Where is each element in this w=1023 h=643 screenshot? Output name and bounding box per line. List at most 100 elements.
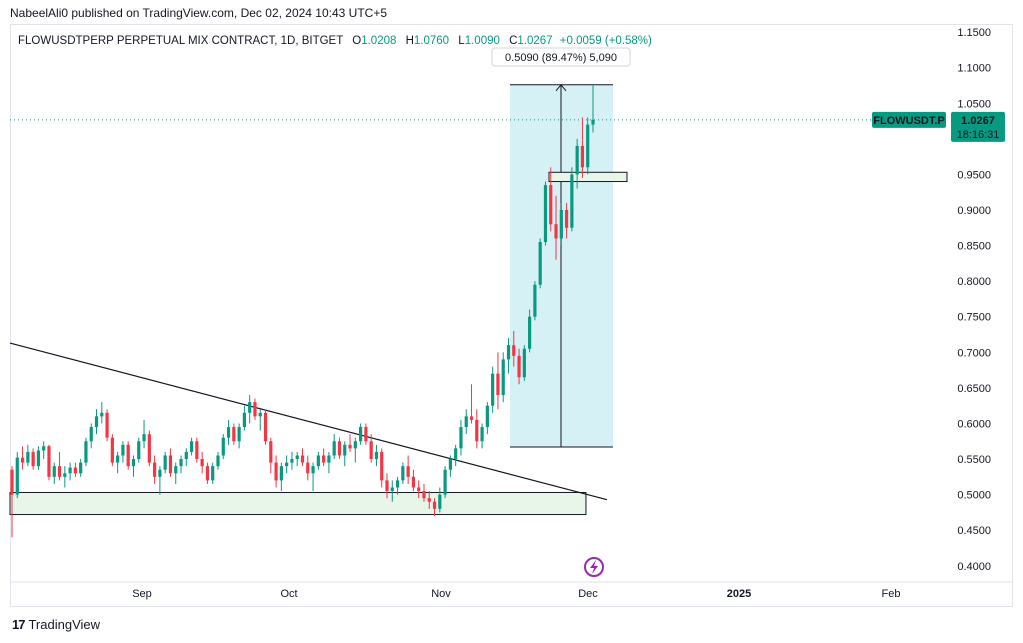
candle-body[interactable] <box>195 441 199 460</box>
candle-body[interactable] <box>63 473 67 477</box>
candle-body[interactable] <box>443 469 447 495</box>
candle-body[interactable] <box>469 416 474 420</box>
candle-body[interactable] <box>52 466 56 477</box>
candle-body[interactable] <box>385 480 389 492</box>
candle-body[interactable] <box>274 462 278 481</box>
candle-body[interactable] <box>189 441 194 452</box>
candle-body[interactable] <box>142 434 146 442</box>
candle-body[interactable] <box>496 373 500 395</box>
candle-body[interactable] <box>174 466 178 474</box>
candle-body[interactable] <box>543 185 548 243</box>
candle-body[interactable] <box>432 501 437 509</box>
candle-body[interactable] <box>68 467 72 474</box>
candle-body[interactable] <box>269 441 273 463</box>
candle-body[interactable] <box>564 210 569 228</box>
price-tag[interactable] <box>951 111 1005 142</box>
candle-body[interactable] <box>380 451 384 481</box>
candle-body[interactable] <box>285 462 289 467</box>
candle-body[interactable] <box>253 402 257 417</box>
candle-body[interactable] <box>263 412 268 442</box>
candle-body[interactable] <box>105 412 109 438</box>
candle-body[interactable] <box>501 359 505 395</box>
candle-body[interactable] <box>417 487 421 492</box>
candle-body[interactable] <box>316 455 320 467</box>
candle-body[interactable] <box>559 210 563 239</box>
candle-body[interactable] <box>359 427 363 442</box>
candle-body[interactable] <box>110 437 114 463</box>
candle-body[interactable] <box>168 455 173 474</box>
candle-body[interactable] <box>295 455 299 460</box>
candle-body[interactable] <box>322 455 326 463</box>
resistance-trendline[interactable] <box>9 342 608 501</box>
candle-body[interactable] <box>306 462 310 474</box>
candle-body[interactable] <box>153 462 157 477</box>
candle-body[interactable] <box>20 457 25 463</box>
symbol-title[interactable]: FLOWUSDTPERP PERPETUAL MIX CONTRACT, 1D,… <box>18 35 344 47</box>
candle-body[interactable] <box>580 145 585 168</box>
candle-body[interactable] <box>591 119 595 125</box>
candle-body[interactable] <box>464 416 468 428</box>
candle-body[interactable] <box>348 444 352 449</box>
candle-body[interactable] <box>10 469 14 495</box>
candle-body[interactable] <box>147 434 151 463</box>
candle-body[interactable] <box>226 427 231 438</box>
candle-body[interactable] <box>374 451 379 460</box>
candle-body[interactable] <box>411 476 416 488</box>
candle-body[interactable] <box>406 466 410 477</box>
candle-body[interactable] <box>36 450 41 467</box>
candle-body[interactable] <box>522 348 526 378</box>
candle-body[interactable] <box>533 284 537 317</box>
candle-body[interactable] <box>137 441 141 460</box>
candle-body[interactable] <box>427 498 431 502</box>
candle-body[interactable] <box>184 451 188 460</box>
candle-body[interactable] <box>364 427 368 442</box>
candle-body[interactable] <box>163 455 167 470</box>
candle-body[interactable] <box>454 448 458 460</box>
candle-body[interactable] <box>459 427 463 449</box>
candle-body[interactable] <box>237 427 241 442</box>
candle-body[interactable] <box>575 145 579 175</box>
candle-body[interactable] <box>491 373 495 406</box>
candle-body[interactable] <box>94 416 99 428</box>
candle-body[interactable] <box>290 459 294 463</box>
candle-body[interactable] <box>369 441 373 460</box>
candle-body[interactable] <box>311 466 315 474</box>
candle-body[interactable] <box>438 494 442 509</box>
candle-body[interactable] <box>327 455 331 463</box>
candle-body[interactable] <box>395 480 400 488</box>
candle-body[interactable] <box>89 427 93 442</box>
candle-body[interactable] <box>353 441 357 449</box>
candle-body[interactable] <box>84 441 88 463</box>
candle-body[interactable] <box>126 444 130 467</box>
candle-body[interactable] <box>79 462 83 474</box>
candle-body[interactable] <box>47 446 51 477</box>
candle-body[interactable] <box>343 444 347 456</box>
support-zone[interactable] <box>9 491 587 516</box>
candle-body[interactable] <box>538 242 542 285</box>
candle-body[interactable] <box>131 459 136 467</box>
candle-body[interactable] <box>158 469 162 477</box>
candle-body[interactable] <box>337 441 342 456</box>
symbol-tag[interactable] <box>872 111 946 128</box>
candle-body[interactable] <box>100 412 104 417</box>
candle-body[interactable] <box>390 487 394 492</box>
candle-body[interactable] <box>570 174 574 228</box>
candle-body[interactable] <box>242 412 246 428</box>
candle-body[interactable] <box>549 185 553 225</box>
candle-body[interactable] <box>401 466 405 481</box>
candle-body[interactable] <box>232 427 236 442</box>
candle-body[interactable] <box>258 412 262 417</box>
lightning-icon[interactable] <box>584 557 604 577</box>
candle-body[interactable] <box>586 124 590 168</box>
candle-body[interactable] <box>121 444 125 456</box>
candle-body[interactable] <box>506 345 511 360</box>
candle-body[interactable] <box>485 405 489 428</box>
candle-body[interactable] <box>73 467 77 474</box>
candle-body[interactable] <box>528 316 532 349</box>
candle-body[interactable] <box>517 355 521 378</box>
candle-body[interactable] <box>179 459 183 467</box>
candle-body[interactable] <box>248 402 252 413</box>
candle-body[interactable] <box>221 437 225 456</box>
candle-body[interactable] <box>116 455 120 463</box>
